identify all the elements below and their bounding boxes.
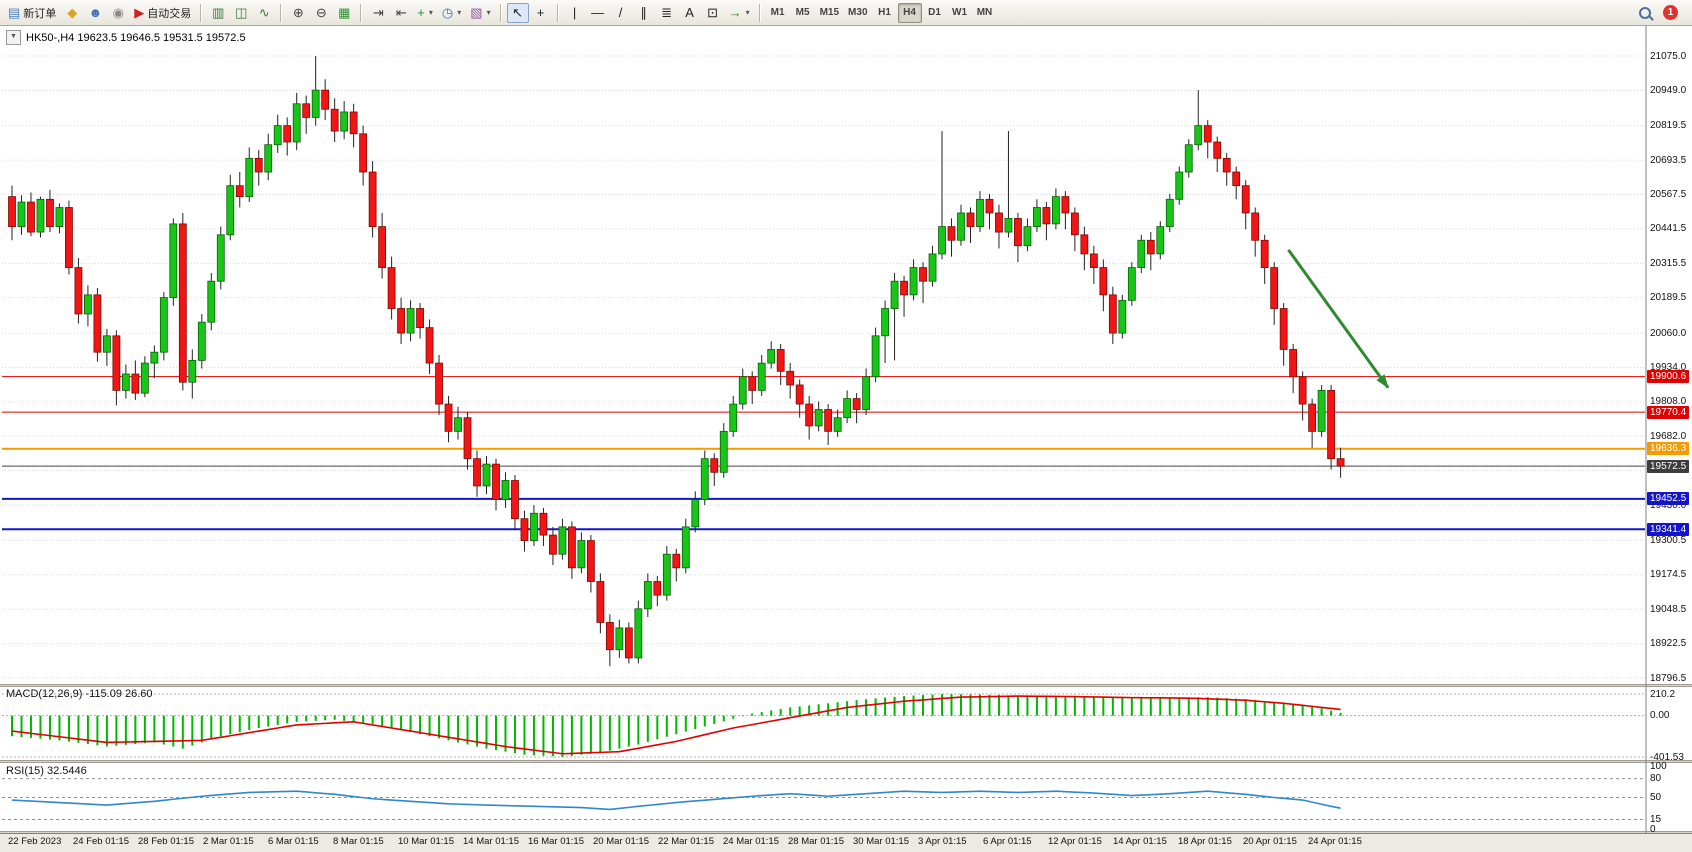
- autotrading-button-label: 自动交易: [147, 7, 192, 20]
- line-chart-icon: ∿: [258, 5, 270, 20]
- vertical-line-icon: |: [572, 5, 577, 20]
- timeframe-m30[interactable]: M30: [844, 3, 871, 23]
- toolbar-separator: [360, 3, 363, 22]
- autotrading-button[interactable]: ▶ 自动交易: [130, 3, 195, 23]
- trendline-button[interactable]: /: [610, 3, 632, 23]
- toolbar-separator: [499, 3, 502, 22]
- horizontal-line-icon: —: [591, 5, 605, 20]
- rsi-panel-splitter[interactable]: [0, 760, 1692, 763]
- time-axis-strip: [0, 833, 1692, 852]
- macd-panel-splitter[interactable]: [0, 684, 1692, 687]
- tile-windows-button[interactable]: ▦: [333, 3, 355, 23]
- news-button[interactable]: ◉: [107, 3, 129, 23]
- clock-icon: ◷: [441, 5, 454, 20]
- horizontal-line-button[interactable]: —: [587, 3, 609, 23]
- search-icon: [1639, 6, 1651, 19]
- channel-icon: ∥: [640, 5, 647, 20]
- autotrading-icon: ▶: [134, 5, 145, 20]
- new-order-button-label: 新订单: [23, 7, 57, 20]
- toolbar-separator: [758, 3, 761, 22]
- text-icon: A: [685, 5, 694, 20]
- timeframe-h1[interactable]: H1: [873, 3, 897, 23]
- chevron-down-icon: ▾: [457, 8, 462, 17]
- crosshair-icon: +: [536, 5, 545, 20]
- trendline-icon: /: [618, 5, 623, 20]
- template-icon: ▧: [470, 5, 483, 20]
- indicators-icon: +: [417, 5, 425, 20]
- broadcast-icon: ◉: [112, 5, 124, 20]
- timeframe-w1[interactable]: W1: [948, 3, 972, 23]
- timeframe-mn[interactable]: MN: [973, 3, 997, 23]
- bottom-panel-splitter[interactable]: [0, 831, 1692, 834]
- profile-button[interactable]: ☻: [84, 3, 106, 23]
- zoom-in-button[interactable]: ⊕: [287, 3, 309, 23]
- auto-scroll-button[interactable]: ⇥: [367, 3, 389, 23]
- timeframe-d1[interactable]: D1: [923, 3, 947, 23]
- chevron-down-icon: ▾: [745, 8, 750, 17]
- candlestick-series: [8, 56, 1345, 667]
- timeframe-m1[interactable]: M1: [766, 3, 790, 23]
- periods-button[interactable]: ◷ ▾: [438, 3, 465, 23]
- indicators-button[interactable]: + ▾: [413, 3, 437, 23]
- channel-button[interactable]: ∥: [633, 3, 655, 23]
- toolbar-separator: [200, 3, 203, 22]
- profile-icon: ☻: [88, 5, 103, 20]
- auto-scroll-icon: ⇥: [372, 5, 384, 20]
- fibonacci-icon: ≣: [661, 5, 673, 20]
- line-chart-button[interactable]: ∿: [253, 3, 275, 23]
- text-button[interactable]: A: [679, 3, 701, 23]
- chevron-down-icon: ▾: [428, 8, 433, 17]
- chart-window[interactable]: ▼ HK50-,H4 19623.5 19646.5 19531.5 19572…: [0, 26, 1692, 852]
- candlestick-icon: ◫: [235, 5, 248, 20]
- bar-chart-button[interactable]: ▥: [207, 3, 229, 23]
- arrow-tool-icon: →: [728, 5, 742, 20]
- macd-histogram: [11, 694, 1342, 757]
- zoom-out-icon: ⊖: [315, 5, 327, 20]
- cursor-button[interactable]: ↖: [506, 2, 529, 23]
- new-order-icon: ▤: [8, 5, 21, 20]
- chart-icon: ◆: [67, 5, 78, 20]
- price-gridlines: [2, 55, 1645, 679]
- macd-signal-line: [11, 695, 1341, 755]
- bar-chart-icon: ▥: [212, 5, 225, 20]
- cursor-icon: ↖: [512, 5, 524, 20]
- chevron-down-icon: ▾: [486, 8, 491, 17]
- vertical-line-button[interactable]: |: [564, 3, 586, 23]
- zoom-in-icon: ⊕: [292, 5, 304, 20]
- notification-badge[interactable]: 1: [1663, 5, 1678, 20]
- search-button[interactable]: [1634, 3, 1656, 23]
- candlestick-chart-button[interactable]: ◫: [230, 3, 252, 23]
- timeframe-m5[interactable]: M5: [791, 3, 815, 23]
- fibonacci-button[interactable]: ≣: [656, 3, 678, 23]
- label-icon: ⊡: [707, 5, 719, 20]
- toolbar-separator: [556, 3, 559, 22]
- tile-windows-icon: ▦: [338, 5, 351, 20]
- timeframe-h4[interactable]: H4: [897, 2, 922, 23]
- chart-shift-button[interactable]: ⇤: [390, 3, 412, 23]
- arrows-button[interactable]: → ▾: [725, 3, 754, 23]
- templates-button[interactable]: ▧ ▾: [466, 3, 494, 23]
- label-button[interactable]: ⊡: [702, 3, 724, 23]
- chart-canvas[interactable]: [0, 26, 1692, 852]
- zoom-out-button[interactable]: ⊖: [310, 3, 332, 23]
- timeframe-m15[interactable]: M15: [816, 3, 843, 23]
- toolbar: ▤ 新订单 ◆ ☻ ◉ ▶ 自动交易 ▥ ◫ ∿ ⊕ ⊖ ▦ ⇥ ⇤ + ▾ ◷ ▾ ▧ ▾ ↖ + | — / ∥ ≣ A ⊡ → ▾ M1 M…: [0, 0, 1692, 26]
- toolbar-separator: [280, 3, 283, 22]
- charts-button[interactable]: ◆: [61, 3, 83, 23]
- trend-arrow-annotation[interactable]: [1287, 248, 1390, 389]
- chart-shift-icon: ⇤: [395, 5, 407, 20]
- horizontal-line-objects[interactable]: [2, 376, 1645, 531]
- new-order-button[interactable]: ▤ 新订单: [4, 3, 60, 23]
- crosshair-button[interactable]: +: [530, 3, 552, 23]
- rsi-line: [11, 790, 1341, 811]
